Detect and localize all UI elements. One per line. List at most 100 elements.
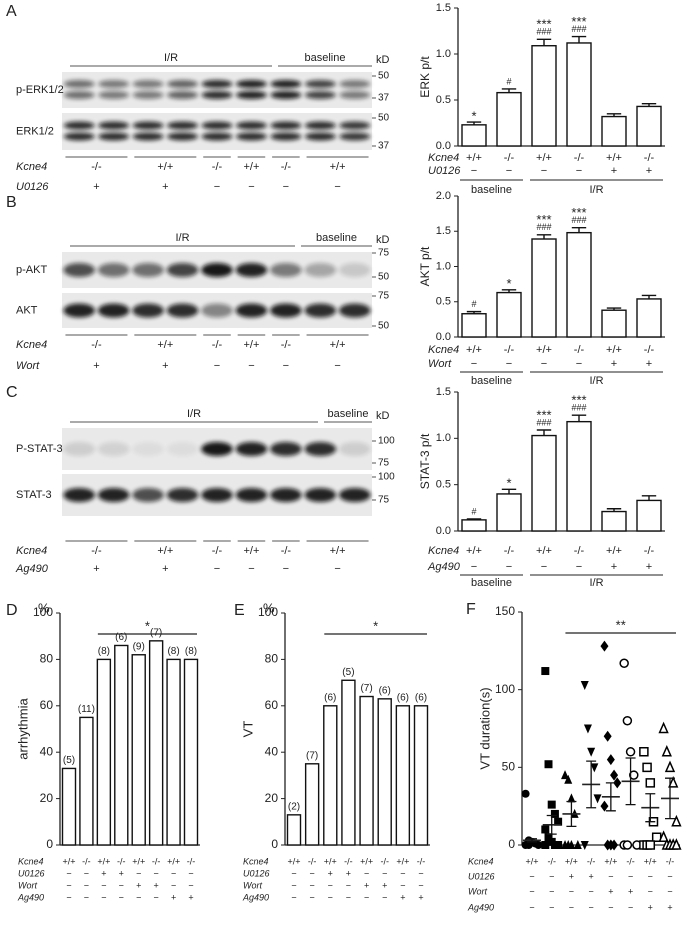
bar <box>96 658 112 846</box>
band <box>167 132 199 141</box>
band <box>270 80 302 88</box>
table-cell: + <box>162 181 168 193</box>
table-cell: − <box>549 871 554 881</box>
point <box>642 762 652 773</box>
significance: *** <box>571 393 586 408</box>
bar <box>131 654 146 846</box>
bar <box>461 313 487 338</box>
significance: * <box>506 276 511 291</box>
significance: *** <box>536 17 551 32</box>
table-cell: + <box>346 868 351 878</box>
table-cell: − <box>66 892 71 902</box>
bar <box>377 698 392 846</box>
row-label: Kcne4 <box>18 856 44 866</box>
bar <box>601 309 627 338</box>
bar <box>341 679 356 846</box>
table-cell: + <box>382 880 387 890</box>
y-tick-label: 1.0 <box>436 48 451 60</box>
error-bar <box>645 793 656 823</box>
table-cell: +/+ <box>466 344 482 356</box>
table-cell: − <box>84 892 89 902</box>
bar <box>531 45 557 147</box>
table-cell: − <box>364 892 369 902</box>
band <box>132 442 164 456</box>
error-bar <box>606 307 622 311</box>
y-unit: % <box>263 600 275 615</box>
significance: *** <box>536 407 551 422</box>
band <box>63 488 96 502</box>
table-cell: − <box>310 868 315 878</box>
point <box>606 754 615 766</box>
significance: ** <box>616 617 626 632</box>
y-tick-label: 1.5 <box>436 225 451 237</box>
row-label: Wort <box>468 886 487 896</box>
table-cell: − <box>471 165 477 177</box>
table-cell: +/+ <box>132 856 145 866</box>
point <box>580 681 589 691</box>
marker-label: 100 <box>378 472 395 483</box>
significance: * <box>373 618 378 633</box>
table-cell: − <box>549 886 554 896</box>
band <box>132 488 164 502</box>
marker-label: 50 <box>378 71 390 82</box>
band <box>270 263 302 277</box>
table-cell: − <box>529 871 534 881</box>
y-tick-label: 50 <box>502 760 516 774</box>
table-cell: + <box>93 181 99 193</box>
bar <box>566 420 592 532</box>
table-cell: − <box>283 360 289 372</box>
point <box>610 769 619 781</box>
error-bar <box>501 488 517 494</box>
table-cell: +/+ <box>157 339 173 351</box>
marker-label: 75 <box>378 458 390 469</box>
table-cell: − <box>66 880 71 890</box>
point <box>625 747 636 757</box>
table-cell: − <box>214 181 220 193</box>
bar <box>61 767 77 846</box>
point <box>547 800 556 809</box>
table-cell: − <box>310 892 315 902</box>
table-cell: − <box>589 902 594 912</box>
band <box>201 303 233 318</box>
row-label: STAT-3 <box>16 489 52 501</box>
band <box>166 442 199 456</box>
table-cell: − <box>214 360 220 372</box>
n-label: (8) <box>98 646 110 657</box>
table-cell: − <box>506 358 512 370</box>
y-tick-label: 150 <box>495 604 515 618</box>
n-label: (6) <box>379 685 391 696</box>
y-tick-label: 80 <box>40 652 54 666</box>
point <box>573 840 582 849</box>
point <box>583 724 592 734</box>
table-cell: + <box>93 563 99 575</box>
group-label: I/R <box>187 408 201 420</box>
table-cell: + <box>364 880 369 890</box>
bar <box>304 763 320 846</box>
band <box>304 488 337 502</box>
y-tick-label: 1.0 <box>436 260 451 272</box>
band <box>63 132 95 141</box>
band <box>201 442 233 456</box>
table-cell: − <box>291 868 296 878</box>
unit-label: kD <box>376 54 390 66</box>
point <box>524 841 533 849</box>
table-cell: -/- <box>281 161 292 173</box>
table-cell: -/- <box>212 339 223 351</box>
band <box>270 488 302 502</box>
table-cell: − <box>310 880 315 890</box>
group-label: baseline <box>328 408 369 420</box>
point <box>622 715 633 726</box>
point <box>590 763 599 773</box>
table-cell: − <box>188 880 193 890</box>
band <box>338 263 371 277</box>
table-cell: − <box>608 871 613 881</box>
unit-label: kD <box>376 410 390 422</box>
band <box>338 488 371 502</box>
panel-letter: E <box>234 602 245 619</box>
table-cell: + <box>328 868 333 878</box>
point <box>541 825 550 834</box>
point <box>580 841 589 850</box>
band <box>235 488 268 502</box>
significance: # <box>506 76 511 86</box>
n-label: (5) <box>63 755 75 766</box>
